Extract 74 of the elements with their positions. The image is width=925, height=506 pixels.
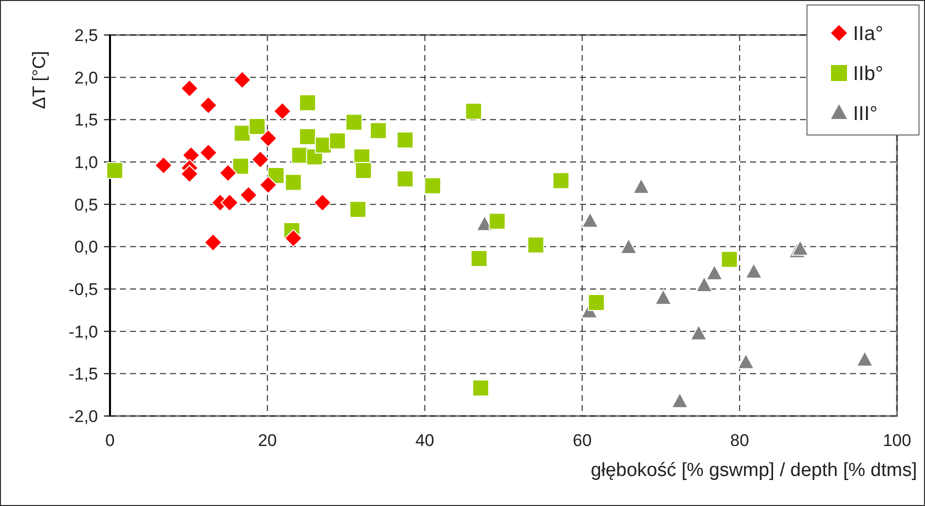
x-tick-label: 20 [258, 431, 277, 450]
y-tick-label: -1,5 [68, 364, 98, 384]
point [588, 294, 605, 312]
point [552, 172, 570, 190]
y-tick-label: 2,0 [74, 68, 98, 88]
y-tick-label: 1,5 [74, 110, 98, 130]
point [488, 212, 506, 230]
legend-label: IIa° [853, 23, 884, 45]
y-axis-title: ΔT [°C] [29, 51, 49, 109]
point [349, 200, 366, 218]
x-axis-title: głębokość [% gswmp] / depth [% dtms] [590, 460, 917, 481]
point [232, 158, 250, 175]
y-tick-label: 0,5 [74, 195, 98, 214]
point [240, 186, 258, 204]
point [259, 129, 278, 148]
point [465, 102, 482, 120]
point [251, 150, 270, 168]
point [180, 164, 198, 183]
point [204, 233, 222, 252]
point [219, 164, 238, 182]
x-tick-label: 40 [415, 431, 434, 450]
point [234, 124, 251, 142]
point [291, 146, 308, 164]
point [470, 250, 488, 268]
point [720, 250, 738, 268]
point [182, 146, 200, 164]
point [792, 240, 809, 256]
point [199, 144, 218, 162]
x-tick-label: 0 [105, 431, 115, 450]
point [424, 177, 442, 194]
point [220, 194, 239, 212]
point [745, 262, 762, 279]
x-tick-label: 100 [882, 431, 912, 450]
point [313, 194, 332, 212]
point [180, 79, 198, 98]
point [345, 114, 362, 131]
point [654, 289, 672, 305]
y-tick-label: 2,5 [74, 26, 98, 45]
legend-label: III° [853, 103, 878, 125]
point [259, 176, 278, 194]
point [199, 96, 218, 114]
point [396, 131, 414, 148]
y-tick-label: 1,0 [74, 152, 98, 172]
y-tick-label: 0,0 [74, 238, 98, 257]
point [354, 162, 372, 179]
point [299, 94, 316, 112]
point [737, 353, 754, 370]
point [106, 162, 124, 179]
point [284, 229, 302, 248]
point [154, 156, 173, 174]
point [248, 118, 266, 135]
y-tick-label: -2,0 [68, 406, 98, 426]
point [527, 236, 544, 254]
point [396, 170, 414, 188]
legend-label: IIb° [853, 63, 884, 85]
point [620, 238, 638, 254]
y-tick-label: -1,0 [68, 322, 98, 342]
point [472, 380, 490, 397]
point [284, 174, 302, 191]
point [690, 324, 708, 340]
point [696, 276, 713, 292]
point [671, 392, 688, 408]
point [328, 132, 346, 150]
point [233, 70, 252, 89]
point [706, 264, 723, 280]
point [632, 178, 650, 194]
point [370, 122, 387, 140]
x-tick-label: 60 [572, 431, 592, 450]
x-tick-label: 80 [730, 431, 750, 450]
point [856, 350, 874, 367]
point [582, 212, 599, 228]
point [299, 128, 316, 146]
y-tick-label: -0,5 [68, 280, 98, 299]
point [273, 102, 292, 120]
